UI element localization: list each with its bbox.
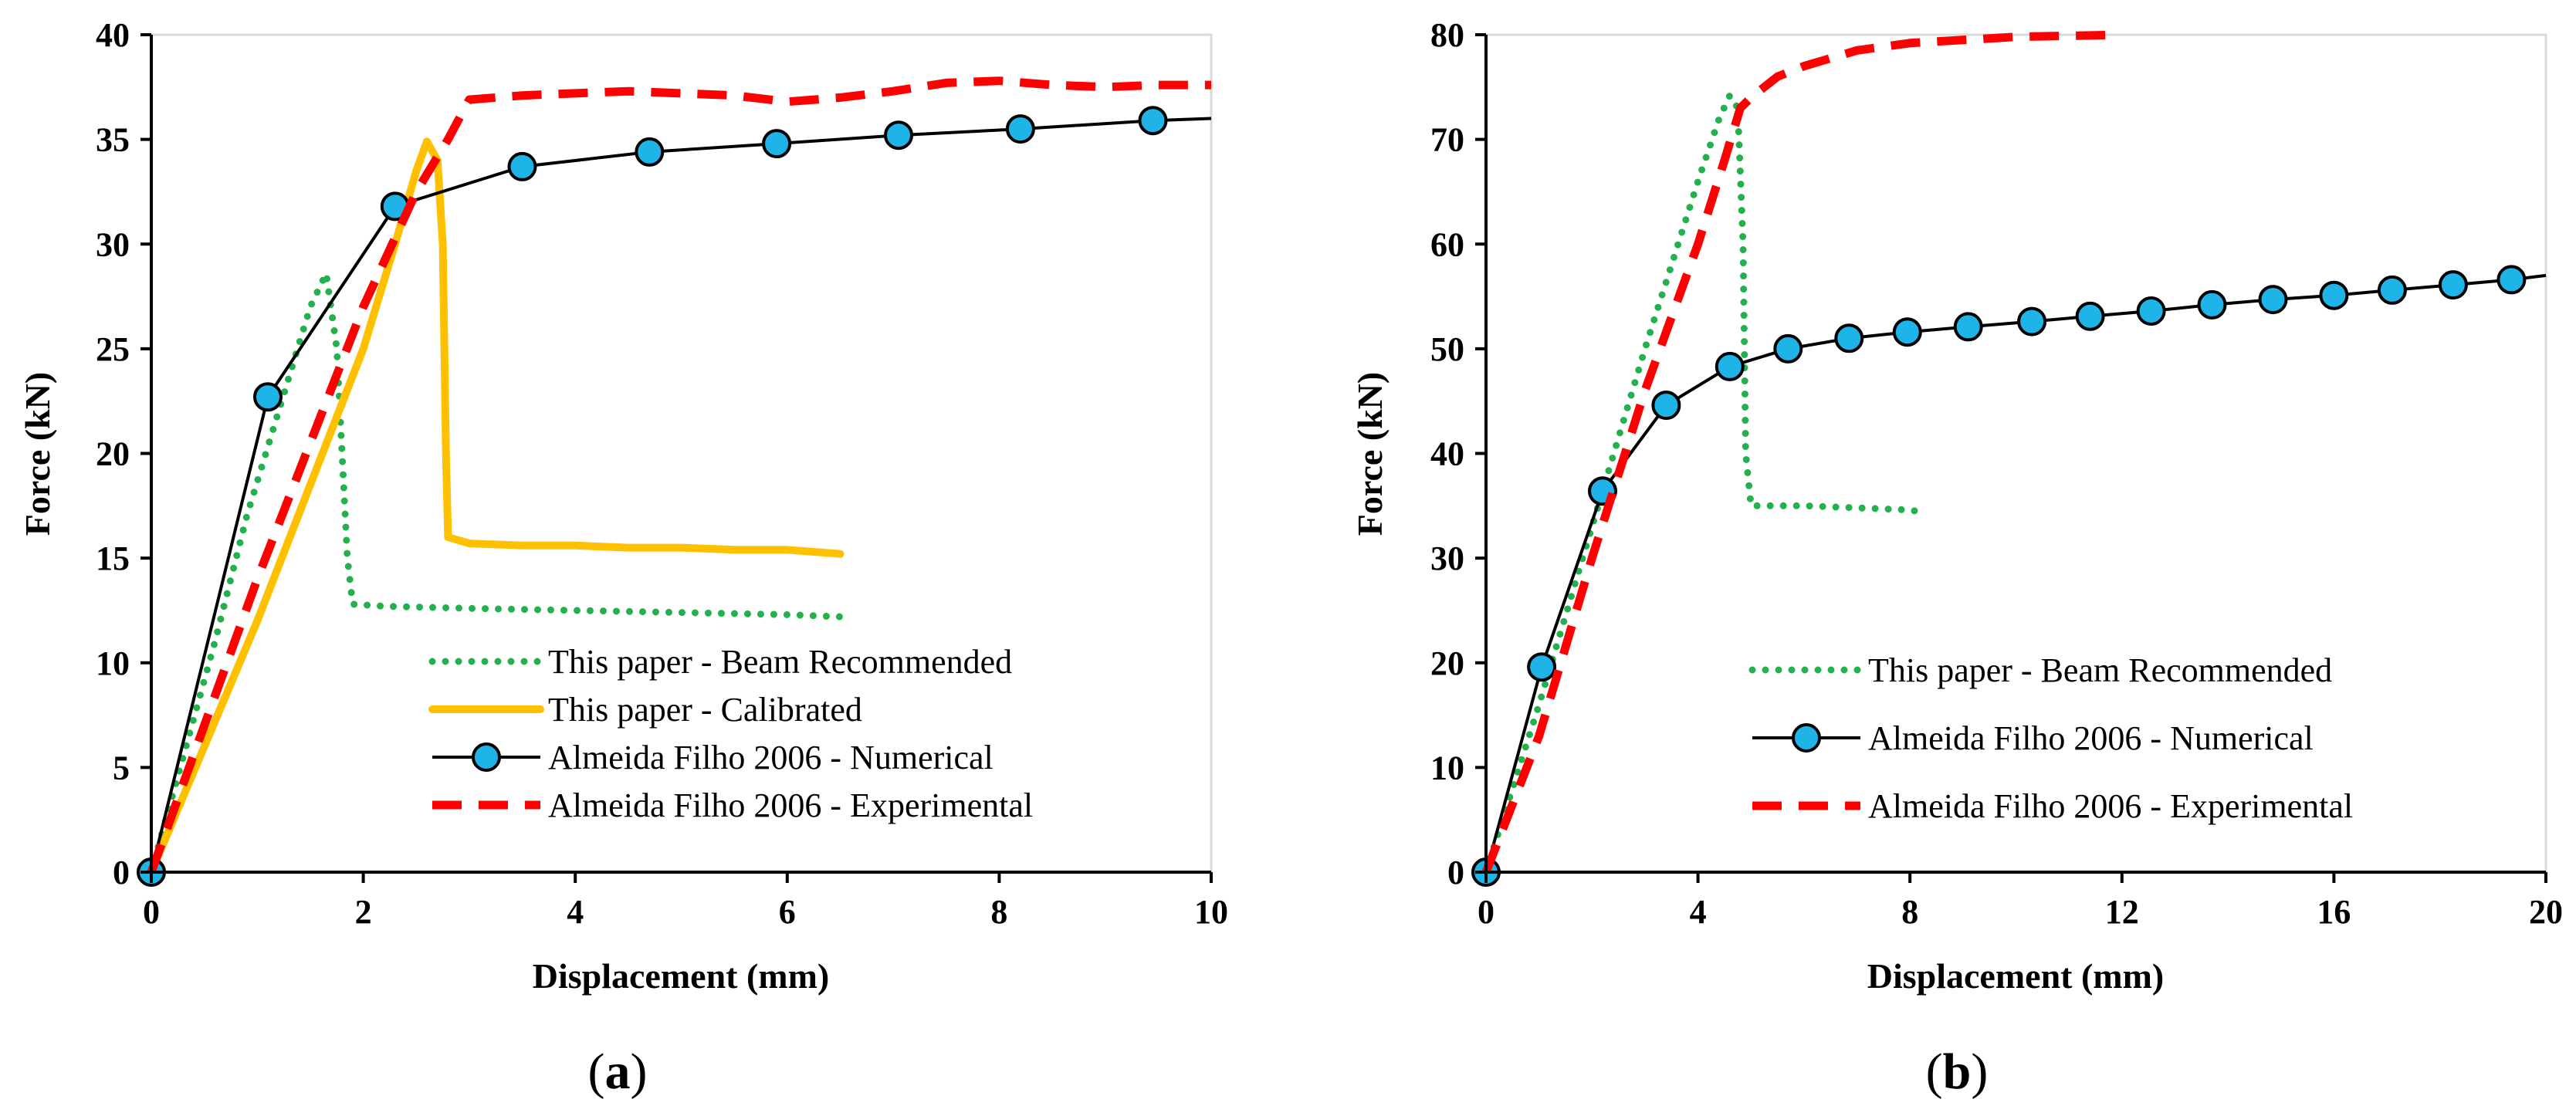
- panel-b-legend-label: Almeida Filho 2006 - Experimental: [1868, 787, 2353, 825]
- panel-a-series-1-line: [147, 137, 845, 876]
- panel-b-series-1-point: [2377, 275, 2407, 305]
- panel-a-series-2-line: [150, 117, 1212, 873]
- panel-b-series-1-point: [2319, 280, 2349, 310]
- panel-b-series-1-line: [1484, 273, 2547, 873]
- panel-b-label-letter: b: [1943, 1043, 1972, 1100]
- panel-a-series-2-point: [762, 129, 792, 159]
- panel-b-series-1-point: [1773, 333, 1803, 364]
- panel-b-y-tick-label: 40: [1430, 435, 1464, 473]
- panel-b-y-tick-label: 60: [1430, 225, 1464, 263]
- panel-a-series-0-line: [147, 269, 844, 876]
- panel-b-y-tick-label: 70: [1430, 121, 1464, 159]
- panel-b-series-1-point: [1834, 323, 1864, 353]
- panel-b-label: (b): [1926, 1043, 1989, 1100]
- panel-a-chart: 0 2 4 6 8 10 0 5 10 15 20 25 30 35 40 Displacement (mm…: [18, 16, 1228, 1100]
- panel-b-series-1-point: [2496, 265, 2527, 295]
- panel-b-series-1-point: [1651, 391, 1681, 421]
- panel-b-x-tick-label: 20: [2529, 893, 2563, 931]
- panel-a-x-tick-label: 10: [1194, 893, 1228, 931]
- panel-b-series-1-point: [2136, 296, 2166, 326]
- panel-b-x-axis-title: Displacement (mm): [1867, 956, 2165, 996]
- panel-b-legend-marker: [1792, 723, 1821, 753]
- panel-b-series-1-point: [2075, 301, 2105, 331]
- panel-a-legend-label: This paper - Calibrated: [548, 691, 862, 729]
- panel-b-series-1-point: [2438, 270, 2468, 300]
- panel-a-x-tick-label: 4: [567, 893, 584, 931]
- panel-a-y-tick-label: 5: [113, 749, 130, 786]
- panel-a-x-axis-title: Displacement (mm): [533, 956, 830, 996]
- panel-a-y-tick-label: 25: [96, 330, 130, 368]
- panel-b-series-1-point: [1527, 652, 1557, 682]
- panel-a-legend-marker: [472, 742, 501, 772]
- panel-a-series-2-point: [884, 120, 913, 151]
- panel-b-series-1-point: [2017, 306, 2047, 337]
- panel-a-series-2-point: [1005, 114, 1035, 144]
- panel-b-x-tick-label: 8: [1901, 893, 1918, 931]
- panel-a-legend-label: This paper - Beam Recommended: [548, 643, 1012, 681]
- panel-b-y-tick-label: 30: [1430, 539, 1464, 577]
- panel-b-series-1-point: [2258, 285, 2288, 315]
- panel-b-x-tick-label: 0: [1478, 893, 1494, 931]
- panel-b-y-tick-label: 50: [1430, 330, 1464, 368]
- panel-b-series-2-line: [1481, 30, 2122, 874]
- panel-a-y-tick-label: 10: [96, 644, 130, 682]
- panel-b-legend-label: This paper - Beam Recommended: [1868, 651, 2332, 689]
- panel-a-series-3-line: [147, 76, 1211, 874]
- panel-a-series-2-point: [507, 151, 537, 181]
- panel-a-x-tick-label: 8: [990, 893, 1007, 931]
- panel-b-x-tick-label: 4: [1690, 893, 1707, 931]
- panel-a-series-2-point: [1138, 106, 1168, 136]
- panel-b-chart: 0 4 8 12 16 20 0 10 20 30 40 50 60 70 80 Displacement …: [1350, 16, 2563, 1100]
- panel-a-legend-label: Almeida Filho 2006 - Experimental: [548, 786, 1033, 824]
- panel-a-x-tick-label: 2: [355, 893, 372, 931]
- panel-a-legend-label: Almeida Filho 2006 - Numerical: [548, 739, 994, 776]
- panel-b-y-tick-label: 10: [1430, 749, 1464, 786]
- panel-a-label: (a): [588, 1043, 648, 1100]
- panel-a-y-tick-label: 20: [96, 435, 130, 473]
- panel-a-y-tick-label: 30: [96, 225, 130, 263]
- panel-a-series-2-point: [635, 137, 665, 167]
- panel-b-x-tick-label: 12: [2105, 893, 2139, 931]
- panel-a-y-tick-label: 40: [96, 16, 130, 54]
- panel-b-y-tick-label: 20: [1430, 644, 1464, 682]
- panel-b-legend-label: Almeida Filho 2006 - Numerical: [1868, 719, 2314, 757]
- panel-b-y-tick-label: 0: [1447, 854, 1464, 891]
- panel-b-y-axis-title: Force (kN): [1350, 372, 1390, 536]
- panel-b-series-1-point: [1953, 312, 1983, 342]
- panel-a-y-tick-label: 35: [96, 121, 130, 159]
- panel-b-y-tick-label: 80: [1430, 16, 1464, 54]
- panel-a-series-2-point: [253, 382, 283, 412]
- panel-a-y-tick-label: 15: [96, 539, 130, 577]
- panel-b-series-1-point: [1715, 351, 1745, 381]
- panel-a-x-tick-label: 6: [779, 893, 796, 931]
- panel-b-legend: This paper - Beam Recommended Almeida Fil…: [1748, 651, 2353, 825]
- panel-a-y-tick-label: 0: [113, 854, 130, 891]
- panel-a-x-tick-label: 0: [143, 893, 160, 931]
- panel-a-label-letter: a: [605, 1043, 631, 1100]
- panel-a-y-axis-title: Force (kN): [18, 372, 57, 536]
- panel-b-series-1-point: [1892, 317, 1922, 347]
- panel-b-series-1-point: [2197, 289, 2227, 320]
- panel-a-legend: This paper - Beam Recommended This paper …: [428, 643, 1033, 824]
- panel-b-x-tick-label: 16: [2317, 893, 2351, 931]
